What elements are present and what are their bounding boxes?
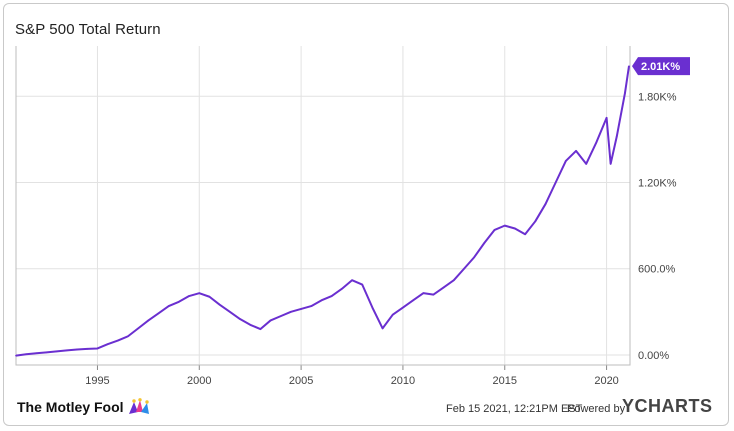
data-point [310,305,313,307]
grid-lines [16,46,630,365]
data-point [188,295,190,297]
powered-by-text: Powered by [567,403,626,415]
ycharts-logo: YCHARTS [622,396,713,417]
data-point [106,343,109,345]
chart-timestamp: Feb 15 2021, 12:21PM EST. [446,403,585,415]
data-point [524,233,526,236]
data-point [259,328,262,330]
chart-title: S&P 500 Total Return [15,21,161,38]
data-point [320,299,323,302]
data-point [473,256,476,259]
series-line [15,65,630,357]
data-point [534,220,537,223]
x-tick-label: 2000 [187,375,211,387]
data-point [412,299,414,302]
data-point [279,315,282,317]
data-point [147,319,150,322]
data-point [157,312,160,315]
data-point [76,348,78,351]
motley-fool-logo: The Motley Fool [17,398,150,416]
data-point [117,339,119,342]
data-point [290,311,292,313]
data-point [442,286,445,289]
x-tick-label: 2010 [391,375,415,387]
data-point [381,327,384,330]
data-point [137,327,139,330]
data-point [453,279,455,282]
data-point [615,135,618,138]
x-tick-label: 2005 [289,375,313,387]
ycharts-wordmark: YCHARTS [622,396,713,416]
x-tick-label: 1995 [85,375,109,387]
data-point [178,300,180,303]
data-point [503,224,506,227]
data-point [585,163,588,165]
data-point [565,160,567,162]
plot-border [15,46,631,366]
data-point [624,92,626,95]
data-point [341,288,343,290]
data-point [330,295,333,297]
data-point [628,65,630,67]
series-layer [15,65,630,357]
data-point [239,318,241,320]
data-point [218,303,221,306]
data-point [575,150,577,152]
data-point [483,242,486,244]
data-point [351,279,353,282]
data-point [402,306,404,309]
data-point [249,323,251,326]
data-point [514,227,516,230]
data-point [554,181,557,184]
data-point [127,335,129,338]
last-value-badge-shape [632,57,690,76]
data-point [66,349,68,352]
chart-frame [3,3,729,426]
data-point [432,293,435,296]
data-point [595,141,598,144]
data-point [361,283,364,286]
motley-fool-wordmark: The Motley Fool [17,399,124,415]
x-tick-label: 2020 [594,375,618,387]
x-tick-label: 2015 [493,375,517,387]
data-point [371,306,374,309]
data-point [229,311,231,313]
tick-labels: 1995 2000 2005 2010 2015 2020 0.00% 600.0% 1.20K… [85,57,690,387]
data-point [198,292,201,294]
data-point [96,347,99,350]
data-point [544,203,547,205]
data-point [15,354,17,357]
jester-hat-icon [128,398,149,414]
last-value-badge: 2.01K% [632,57,690,76]
data-point [45,351,48,354]
data-point [391,313,394,316]
data-point [300,308,302,310]
data-point [167,305,170,307]
data-point [463,267,465,270]
y-tick-label: 600.0% [638,264,676,276]
data-point [609,163,612,165]
data-point [25,353,27,356]
data-point [208,295,211,298]
y-tick-label: 1.20K% [638,178,677,190]
data-point [493,229,496,231]
axes [15,46,631,370]
data-point [86,348,89,350]
data-point [55,350,58,353]
data-point [605,117,608,119]
y-tick-label: 0.00% [638,350,669,362]
y-tick-label: 1.80K% [638,91,677,103]
data-point [422,292,425,294]
last-value-label: 2.01K% [641,61,680,73]
data-point [35,352,38,355]
data-point [269,319,272,322]
